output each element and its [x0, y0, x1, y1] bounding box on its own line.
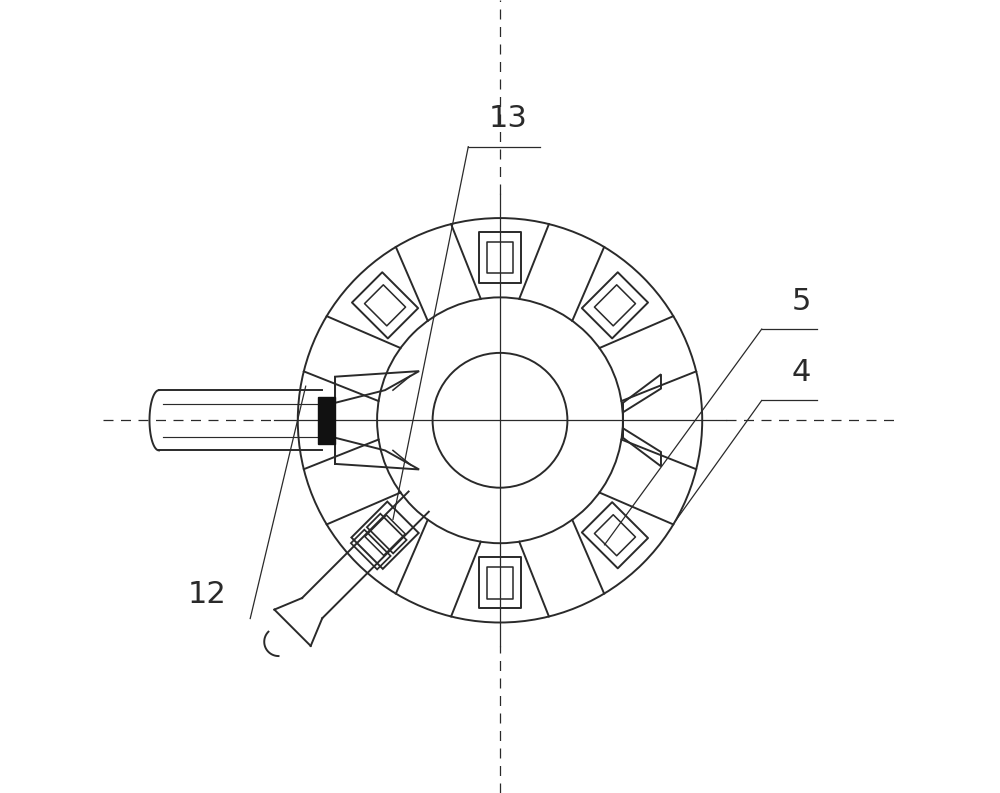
Text: 4: 4: [792, 358, 811, 387]
Bar: [318, 396, 335, 444]
Text: 5: 5: [792, 287, 811, 316]
Text: 13: 13: [488, 105, 527, 133]
Text: 12: 12: [187, 580, 226, 609]
